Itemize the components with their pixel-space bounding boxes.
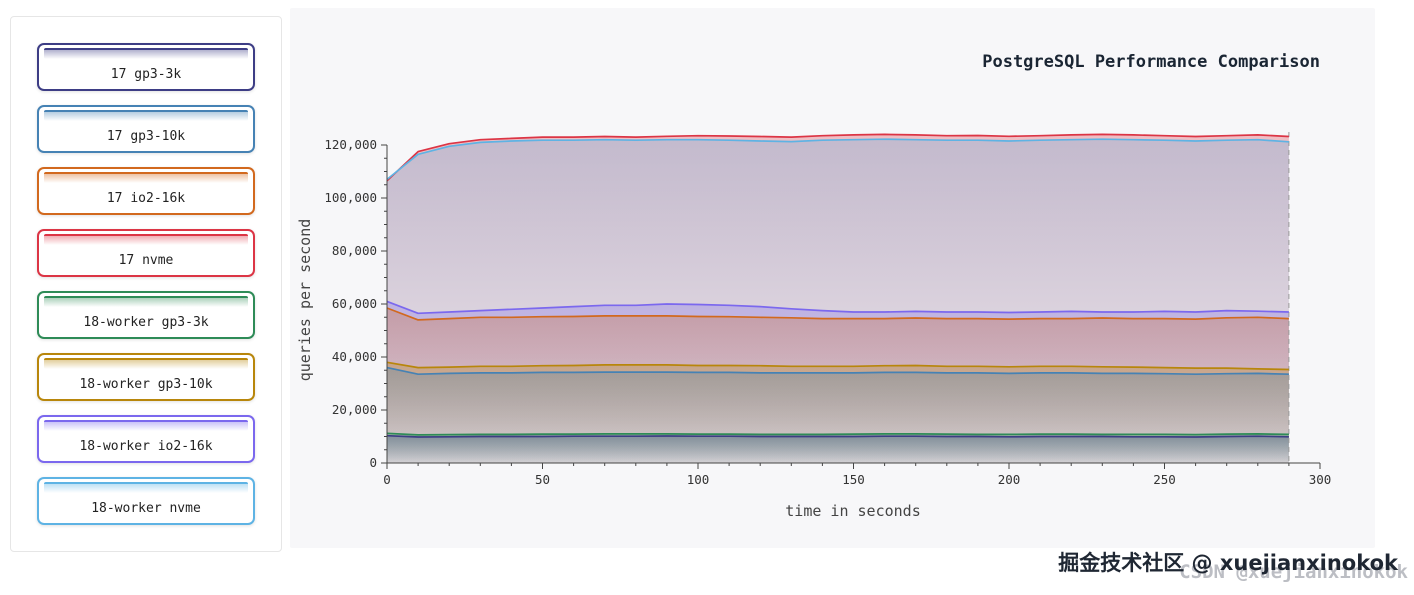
watermark-csdn: CSDN @xuejianxinokok (1179, 561, 1408, 583)
legend-item-17-nvme[interactable]: 17 nvme (37, 229, 255, 277)
y-axis-label: queries per second (296, 218, 314, 382)
legend-item-17-gp3-10k[interactable]: 17 gp3-10k (37, 105, 255, 153)
line-18-worker nvme (386, 138, 1289, 181)
legend-item-18-worker-gp3-10k[interactable]: 18-worker gp3-10k (37, 353, 255, 401)
x-axis-label: time in seconds (785, 502, 921, 520)
line-17 io2-16k (386, 307, 1289, 321)
chart-svg: 0 50 100 150 200 250 300 0 20,000 40,000 60,000 80,… (324, 132, 1332, 487)
x-tick-label: 100 (687, 472, 710, 487)
y-tick-label: 60,000 (332, 296, 377, 311)
legend-label: 17 nvme (118, 252, 174, 268)
legend-sparkline (44, 48, 248, 59)
y-tick-label: 80,000 (332, 243, 377, 258)
legend-item-18-worker-gp3-3k[interactable]: 18-worker gp3-3k (37, 291, 255, 339)
legend-label: 18-worker nvme (91, 500, 201, 516)
line-17 gp3-3k (386, 434, 1289, 438)
legend-label: 18-worker gp3-3k (83, 314, 209, 330)
legend: 17 gp3-3k 17 gp3-10k 17 io2-16k 17 nvme 18-w… (11, 17, 281, 551)
area-17 gp3-3k (387, 435, 1289, 463)
x-tick-label: 50 (535, 472, 550, 487)
line-17 gp3-10k (386, 366, 1289, 376)
legend-label: 18-worker gp3-10k (79, 376, 213, 392)
legend-sparkline (44, 358, 248, 369)
legend-label: 17 gp3-3k (110, 66, 182, 82)
line-18-worker gp3-10k (386, 361, 1289, 371)
legend-sparkline (44, 234, 248, 245)
y-tick-label: 100,000 (324, 190, 377, 205)
y-tick-label: 0 (369, 455, 377, 470)
y-tick-label: 40,000 (332, 349, 377, 364)
legend-label: 18-worker io2-16k (79, 438, 213, 454)
y-tick-label: 20,000 (332, 402, 377, 417)
watermark-juejin: 掘金技术社区 @ xuejianxinokok (1058, 551, 1398, 575)
x-tick-label: 150 (842, 472, 865, 487)
chart-panel: 0 50 100 150 200 250 300 0 20,000 40,000 60,000 80,… (290, 8, 1375, 548)
y-tick-label: 120,000 (324, 137, 377, 152)
legend-sparkline (44, 172, 248, 183)
legend-sparkline (44, 296, 248, 307)
legend-label: 17 gp3-10k (106, 128, 186, 144)
legend-panel: 17 gp3-3k 17 gp3-10k 17 io2-16k 17 nvme 18-w… (10, 16, 282, 552)
legend-sparkline (44, 110, 248, 121)
legend-item-18-worker-nvme[interactable]: 18-worker nvme (37, 477, 255, 525)
x-tick-label: 250 (1153, 472, 1176, 487)
legend-item-17-gp3-3k[interactable]: 17 gp3-3k (37, 43, 255, 91)
x-tick-label: 0 (383, 472, 391, 487)
line-18-worker io2-16k (386, 300, 1289, 315)
chart-title: PostgreSQL Performance Comparison (982, 52, 1320, 72)
legend-label: 17 io2-16k (106, 190, 186, 206)
x-tick-label: 300 (1309, 472, 1332, 487)
x-tick-label: 200 (998, 472, 1021, 487)
legend-item-18-worker-io2-16k[interactable]: 18-worker io2-16k (37, 415, 255, 463)
legend-item-17-io2-16k[interactable]: 17 io2-16k (37, 167, 255, 215)
line-17 nvme (386, 133, 1289, 182)
legend-sparkline (44, 420, 248, 431)
legend-sparkline (44, 482, 248, 493)
line-18-worker gp3-3k (386, 432, 1289, 436)
